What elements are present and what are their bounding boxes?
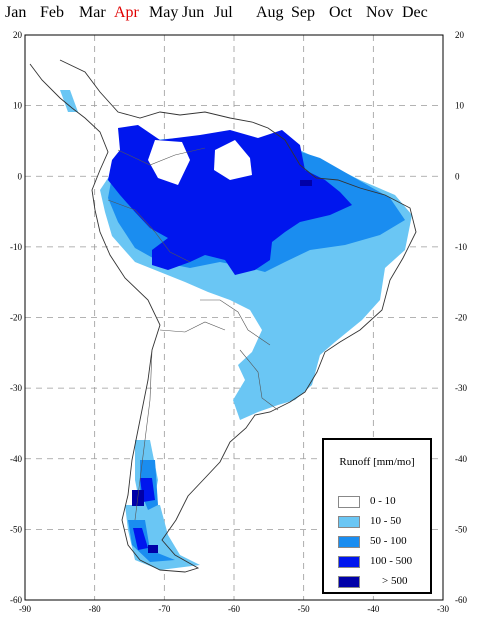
month-mar[interactable]: Mar bbox=[79, 4, 106, 21]
month-jul[interactable]: Jul bbox=[214, 4, 233, 21]
country-border bbox=[200, 299, 271, 346]
legend-label: > 500 bbox=[382, 575, 408, 587]
runoff-shading bbox=[60, 90, 412, 570]
runoff-cell bbox=[148, 545, 158, 553]
y-tick-label-left: 10 bbox=[13, 101, 23, 111]
runoff-region bbox=[133, 528, 148, 550]
x-tick-label: -60 bbox=[228, 604, 240, 614]
y-tick-label-left: 20 bbox=[13, 30, 23, 40]
month-aug[interactable]: Aug bbox=[256, 4, 284, 21]
legend-title: Runoff [mm/mo] bbox=[339, 456, 415, 468]
month-sep[interactable]: Sep bbox=[291, 4, 315, 21]
runoff-region bbox=[214, 140, 252, 180]
month-selector: Jan Feb Mar Apr May Jun Jul Aug Sep Oct Nov Dec bbox=[0, 0, 492, 30]
month-apr[interactable]: Apr bbox=[114, 4, 139, 21]
coastline-south-america bbox=[29, 59, 417, 573]
x-tick-label: -70 bbox=[158, 604, 170, 614]
x-tick-label: -80 bbox=[89, 604, 101, 614]
month-oct[interactable]: Oct bbox=[329, 4, 353, 21]
y-tick-label-right: -60 bbox=[455, 595, 467, 605]
y-tick-label-left: -30 bbox=[10, 383, 22, 393]
month-jan[interactable]: Jan bbox=[5, 4, 27, 21]
country-border bbox=[107, 199, 191, 263]
country-border bbox=[117, 147, 206, 166]
runoff-region bbox=[60, 90, 78, 112]
legend-label: 10 - 50 bbox=[370, 515, 402, 527]
country-border bbox=[134, 349, 153, 521]
y-tick-label-right: 0 bbox=[455, 171, 460, 181]
y-tick-label-right: -30 bbox=[455, 383, 467, 393]
y-tick-label-left: 0 bbox=[18, 171, 23, 181]
legend-swatch bbox=[338, 536, 360, 548]
axis-ticks: -90 -80 -70 -60 -50 -40 -30 20 20 10 10 0 0 -10 -10 -20… bbox=[10, 30, 467, 614]
legend-label: 100 - 500 bbox=[370, 555, 413, 567]
y-tick-label-left: -20 bbox=[10, 313, 22, 323]
month-nov[interactable]: Nov bbox=[366, 4, 394, 21]
y-tick-label-right: -20 bbox=[455, 313, 467, 323]
y-tick-label-left: -40 bbox=[10, 454, 22, 464]
month-feb[interactable]: Feb bbox=[40, 4, 64, 21]
legend: Runoff [mm/mo] 0 - 10 10 - 50 50 - 100 100 … bbox=[322, 438, 432, 594]
coastline bbox=[29, 59, 417, 573]
legend-swatch bbox=[338, 516, 360, 528]
month-may[interactable]: May bbox=[149, 4, 179, 21]
x-tick-label: -50 bbox=[298, 604, 310, 614]
runoff-region bbox=[148, 140, 190, 185]
country-border bbox=[239, 349, 279, 411]
runoff-cell bbox=[300, 180, 312, 186]
month-dec[interactable]: Dec bbox=[402, 4, 428, 21]
y-tick-label-left: -60 bbox=[10, 595, 22, 605]
y-tick-label-right: 10 bbox=[455, 101, 465, 111]
y-tick-label-left: -50 bbox=[10, 524, 22, 534]
legend-swatch bbox=[338, 576, 360, 588]
x-tick-label: -90 bbox=[19, 604, 31, 614]
legend-label: 50 - 100 bbox=[370, 535, 407, 547]
y-tick-label-right: -10 bbox=[455, 242, 467, 252]
y-tick-label-right: -40 bbox=[455, 454, 467, 464]
month-jun[interactable]: Jun bbox=[182, 4, 205, 21]
y-tick-label-left: -10 bbox=[10, 242, 22, 252]
y-tick-label-right: -50 bbox=[455, 524, 467, 534]
x-tick-label: -30 bbox=[437, 604, 449, 614]
y-tick-label-right: 20 bbox=[455, 30, 465, 40]
legend-swatch bbox=[338, 496, 360, 508]
x-tick-label: -40 bbox=[367, 604, 379, 614]
map-frame bbox=[24, 34, 444, 601]
legend-swatch bbox=[338, 556, 360, 568]
country-border bbox=[159, 321, 226, 333]
legend-label: 0 - 10 bbox=[370, 495, 396, 507]
